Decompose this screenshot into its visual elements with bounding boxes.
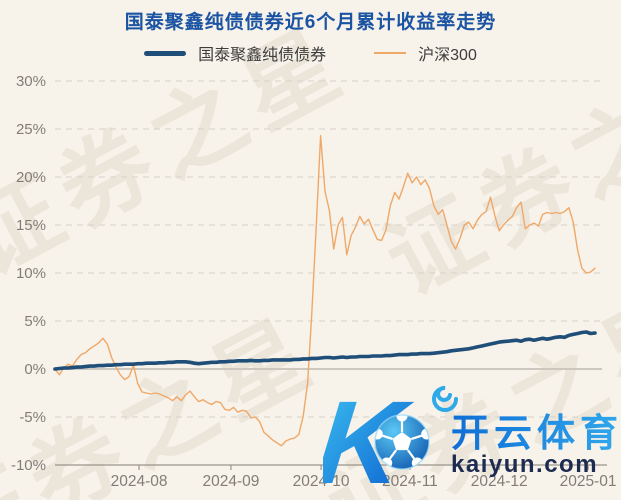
y-axis-label: 20% xyxy=(16,169,46,186)
legend-item-csi300[interactable]: 沪深300 xyxy=(374,41,477,65)
series-line-沪深300 xyxy=(54,134,596,447)
chart-legend: 国泰聚鑫纯债债券 沪深300 xyxy=(0,41,621,65)
y-axis-label: 25% xyxy=(16,121,46,138)
series-line-国泰聚鑫纯债债券 xyxy=(53,330,597,371)
x-axis-label: 2024-09 xyxy=(202,473,259,490)
x-axis-label: 2024-08 xyxy=(111,473,168,490)
kaiyun-logo: K 开云体育 kaiyun.com xyxy=(323,377,621,500)
legend-item-fund[interactable]: 国泰聚鑫纯债债券 xyxy=(144,41,326,65)
y-axis-label: 30% xyxy=(16,73,46,90)
y-axis-label: -5% xyxy=(19,409,46,426)
y-axis-label: 10% xyxy=(16,265,46,282)
y-axis-label: 0% xyxy=(24,361,46,378)
chart-title: 国泰聚鑫纯债债券近6个月累计收益率走势 xyxy=(124,12,497,33)
y-axis-label: 15% xyxy=(16,217,46,234)
x-axis-label: 2024-12 xyxy=(471,473,528,490)
y-axis-label: -10% xyxy=(11,457,46,474)
x-axis-label: 2024-11 xyxy=(382,473,438,490)
x-axis-label: 2024-10 xyxy=(293,473,350,490)
legend-label-csi300: 沪深300 xyxy=(418,47,477,64)
csi300-line-swatch xyxy=(374,52,407,54)
logo-brand-text: 开云体育 xyxy=(451,413,621,455)
y-axis-label: 5% xyxy=(24,313,46,330)
logo-swirl-icon xyxy=(432,385,458,412)
fund-line-swatch xyxy=(144,50,187,56)
legend-label-fund: 国泰聚鑫纯债债券 xyxy=(198,47,327,64)
x-axis-label: 2025-01 xyxy=(560,473,617,490)
logo-domain-text: kaiyun.com xyxy=(451,451,598,478)
